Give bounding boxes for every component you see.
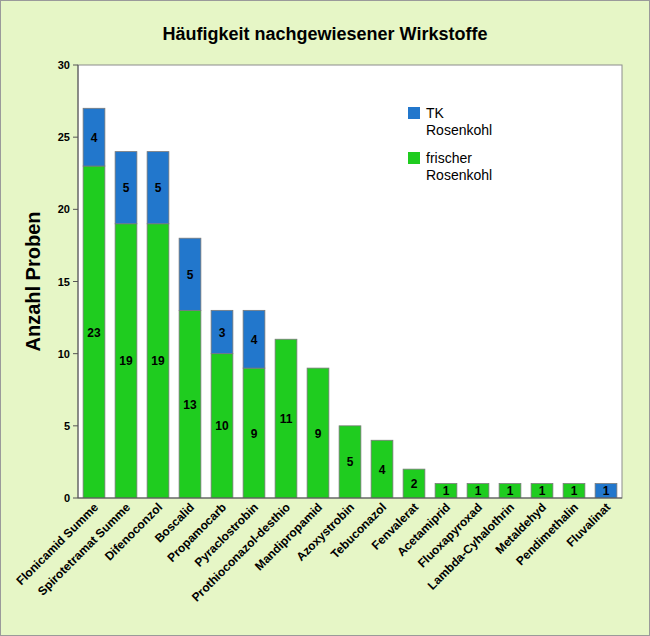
chart-svg: Häufigkeit nachgewiesener Wirkstoffe Anza… — [0, 0, 650, 636]
data-label: 11 — [280, 412, 293, 426]
data-label: 10 — [215, 419, 229, 433]
y-tick-label: 25 — [58, 131, 70, 143]
legend-label-line: frischer — [426, 150, 472, 166]
y-tick — [73, 137, 78, 138]
data-label: 1 — [539, 484, 546, 498]
bar-segment — [243, 368, 265, 498]
y-tick — [73, 425, 78, 426]
y-tick — [73, 65, 78, 66]
data-label: 3 — [219, 326, 226, 340]
bar-segment — [403, 469, 425, 470]
plot-area — [78, 65, 622, 498]
legend-label-line: Rosenkohl — [426, 167, 492, 183]
legend-label: frischerRosenkohl — [426, 150, 492, 183]
bar-segment — [339, 426, 361, 498]
bar-segment — [211, 310, 233, 353]
data-label: 1 — [571, 484, 578, 498]
y-tick-label: 20 — [58, 203, 70, 215]
y-tick-label: 5 — [64, 420, 70, 432]
bar-segment — [307, 368, 329, 498]
bar-segment — [211, 354, 233, 498]
data-label: 5 — [187, 268, 194, 282]
y-tick — [73, 353, 78, 354]
bar-segment — [115, 224, 137, 498]
data-label: 4 — [379, 463, 386, 477]
data-label: 1 — [475, 484, 482, 498]
background — [1, 1, 650, 636]
y-tick-label: 10 — [58, 348, 70, 360]
data-label: 1 — [507, 484, 514, 498]
x-axis-line — [78, 498, 622, 499]
bar-segment — [403, 469, 425, 498]
bar-segment — [435, 484, 457, 498]
bar-segment — [307, 368, 329, 369]
bar-segment — [83, 108, 105, 166]
bar-segment — [531, 484, 553, 498]
bar-segment — [83, 166, 105, 498]
chart-container: Häufigkeit nachgewiesener Wirkstoffe Anza… — [0, 0, 650, 636]
data-label: 9 — [251, 427, 258, 441]
data-label: 1 — [603, 484, 610, 498]
x-tick-label: Fluvalinat — [564, 500, 614, 550]
bar-segment — [371, 440, 393, 498]
bar-segment — [371, 440, 393, 441]
y-tick — [73, 281, 78, 282]
data-labels: 23419519513510394119542111111 — [87, 131, 609, 499]
bar-segment — [275, 339, 297, 340]
bar-segment — [147, 224, 169, 498]
data-label: 9 — [315, 427, 322, 441]
legend-label-line: Rosenkohl — [426, 122, 492, 138]
bar-segment — [563, 484, 585, 498]
y-tick-label: 0 — [64, 492, 70, 504]
y-tick-label: 15 — [58, 276, 70, 288]
data-label: 5 — [347, 455, 354, 469]
data-label: 5 — [155, 181, 162, 195]
bars — [83, 108, 617, 498]
y-tick — [73, 498, 78, 499]
title: Häufigkeit nachgewiesener Wirkstoffe — [163, 24, 488, 44]
data-label: 5 — [123, 181, 130, 195]
bar-segment — [115, 152, 137, 224]
data-label: 19 — [151, 354, 165, 368]
bar-segment — [275, 339, 297, 498]
bar-segment — [179, 238, 201, 310]
bar-segment — [339, 425, 361, 426]
bar-segment — [595, 484, 617, 498]
data-label: 13 — [183, 398, 197, 412]
legend-label-line: TK — [426, 105, 445, 121]
bar-segment — [179, 310, 201, 498]
bar-segment — [147, 152, 169, 224]
legend: TKRosenkohlfrischerRosenkohl — [408, 105, 492, 183]
y-axis-label: Anzahl Proben — [22, 211, 44, 351]
legend-swatch — [408, 152, 420, 164]
bar-segment — [499, 484, 521, 498]
bar-segment — [467, 484, 489, 498]
bar-segment — [243, 310, 265, 368]
data-label: 2 — [411, 477, 418, 491]
data-label: 4 — [251, 333, 258, 347]
legend-label: TKRosenkohl — [426, 105, 492, 138]
data-label: 1 — [443, 484, 450, 498]
data-label: 4 — [91, 131, 98, 145]
legend-swatch — [408, 107, 420, 119]
data-label: 19 — [119, 354, 133, 368]
y-tick — [73, 209, 78, 210]
y-tick-label: 30 — [58, 59, 70, 71]
data-label: 23 — [87, 326, 101, 340]
